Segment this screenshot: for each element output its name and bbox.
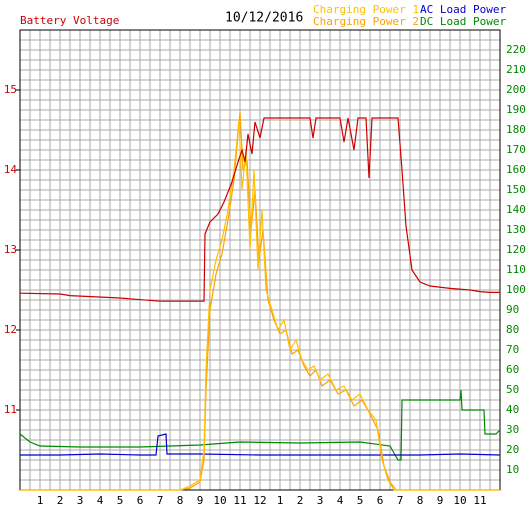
legend-label: AC Load Power [420,3,506,16]
legend-label: Charging Power 2 [313,15,419,28]
x-tick-label: 1 [37,494,44,507]
x-tick-label: 10 [453,494,466,507]
chart-date: 10/12/2016 [225,11,303,26]
y2-tick-label: 160 [506,163,526,176]
y-tick-label: 14 [4,163,18,176]
y2-tick-label: 40 [506,403,519,416]
x-tick-label: 6 [137,494,144,507]
x-tick-label: 5 [117,494,124,507]
x-tick-label: 2 [57,494,64,507]
series-line [19,389,501,461]
plot-frame [19,29,501,491]
y2-tick-label: 220 [506,43,526,56]
x-tick-label: 5 [357,494,364,507]
y2-tick-label: 150 [506,183,526,196]
y2-tick-label: 80 [506,323,519,336]
y2-tick-label: 60 [506,363,519,376]
y2-tick-label: 140 [506,203,526,216]
legend-label: Charging Power 1 [313,3,419,16]
y2-tick-label: 190 [506,103,526,116]
x-tick-label: 4 [337,494,344,507]
y2-tick-label: 20 [506,443,519,456]
y-tick-label: 15 [4,83,17,96]
series-line [20,433,501,456]
series-line [20,119,500,491]
series-line [19,117,500,302]
x-tick-label: 4 [97,494,104,507]
y2-tick-label: 70 [506,343,519,356]
y2-tick-label: 100 [506,283,526,296]
legend-label: DC Load Power [420,15,506,28]
x-tick-label: 6 [377,494,384,507]
y-tick-label: 13 [4,243,17,256]
x-tick-label: 10 [213,494,226,507]
y2-tick-label: 50 [506,383,519,396]
chart-title: Battery Voltage [20,14,119,27]
y2-tick-label: 90 [506,303,519,316]
x-tick-label: 3 [77,494,84,507]
series-line [20,111,500,491]
x-tick-label: 3 [317,494,324,507]
x-tick-label: 7 [157,494,164,507]
y2-tick-label: 120 [506,243,526,256]
y2-tick-label: 10 [506,463,519,476]
y2-tick-label: 210 [506,63,526,76]
x-tick-label: 8 [417,494,424,507]
x-tick-label: 11 [473,494,486,507]
x-tick-label: 9 [437,494,444,507]
x-tick-label: 1 [277,494,284,507]
x-tick-label: 9 [197,494,204,507]
y2-tick-label: 30 [506,423,519,436]
y2-tick-label: 110 [506,263,526,276]
y2-tick-label: 130 [506,223,526,236]
y2-tick-label: 200 [506,83,526,96]
x-tick-label: 7 [397,494,404,507]
x-tick-label: 8 [177,494,184,507]
y2-tick-label: 180 [506,123,526,136]
x-tick-label: 11 [233,494,246,507]
x-tick-label: 12 [253,494,266,507]
y2-tick-label: 170 [506,143,526,156]
x-tick-label: 2 [297,494,304,507]
y-tick-label: 11 [4,403,17,416]
y-tick-label: 12 [4,323,17,336]
